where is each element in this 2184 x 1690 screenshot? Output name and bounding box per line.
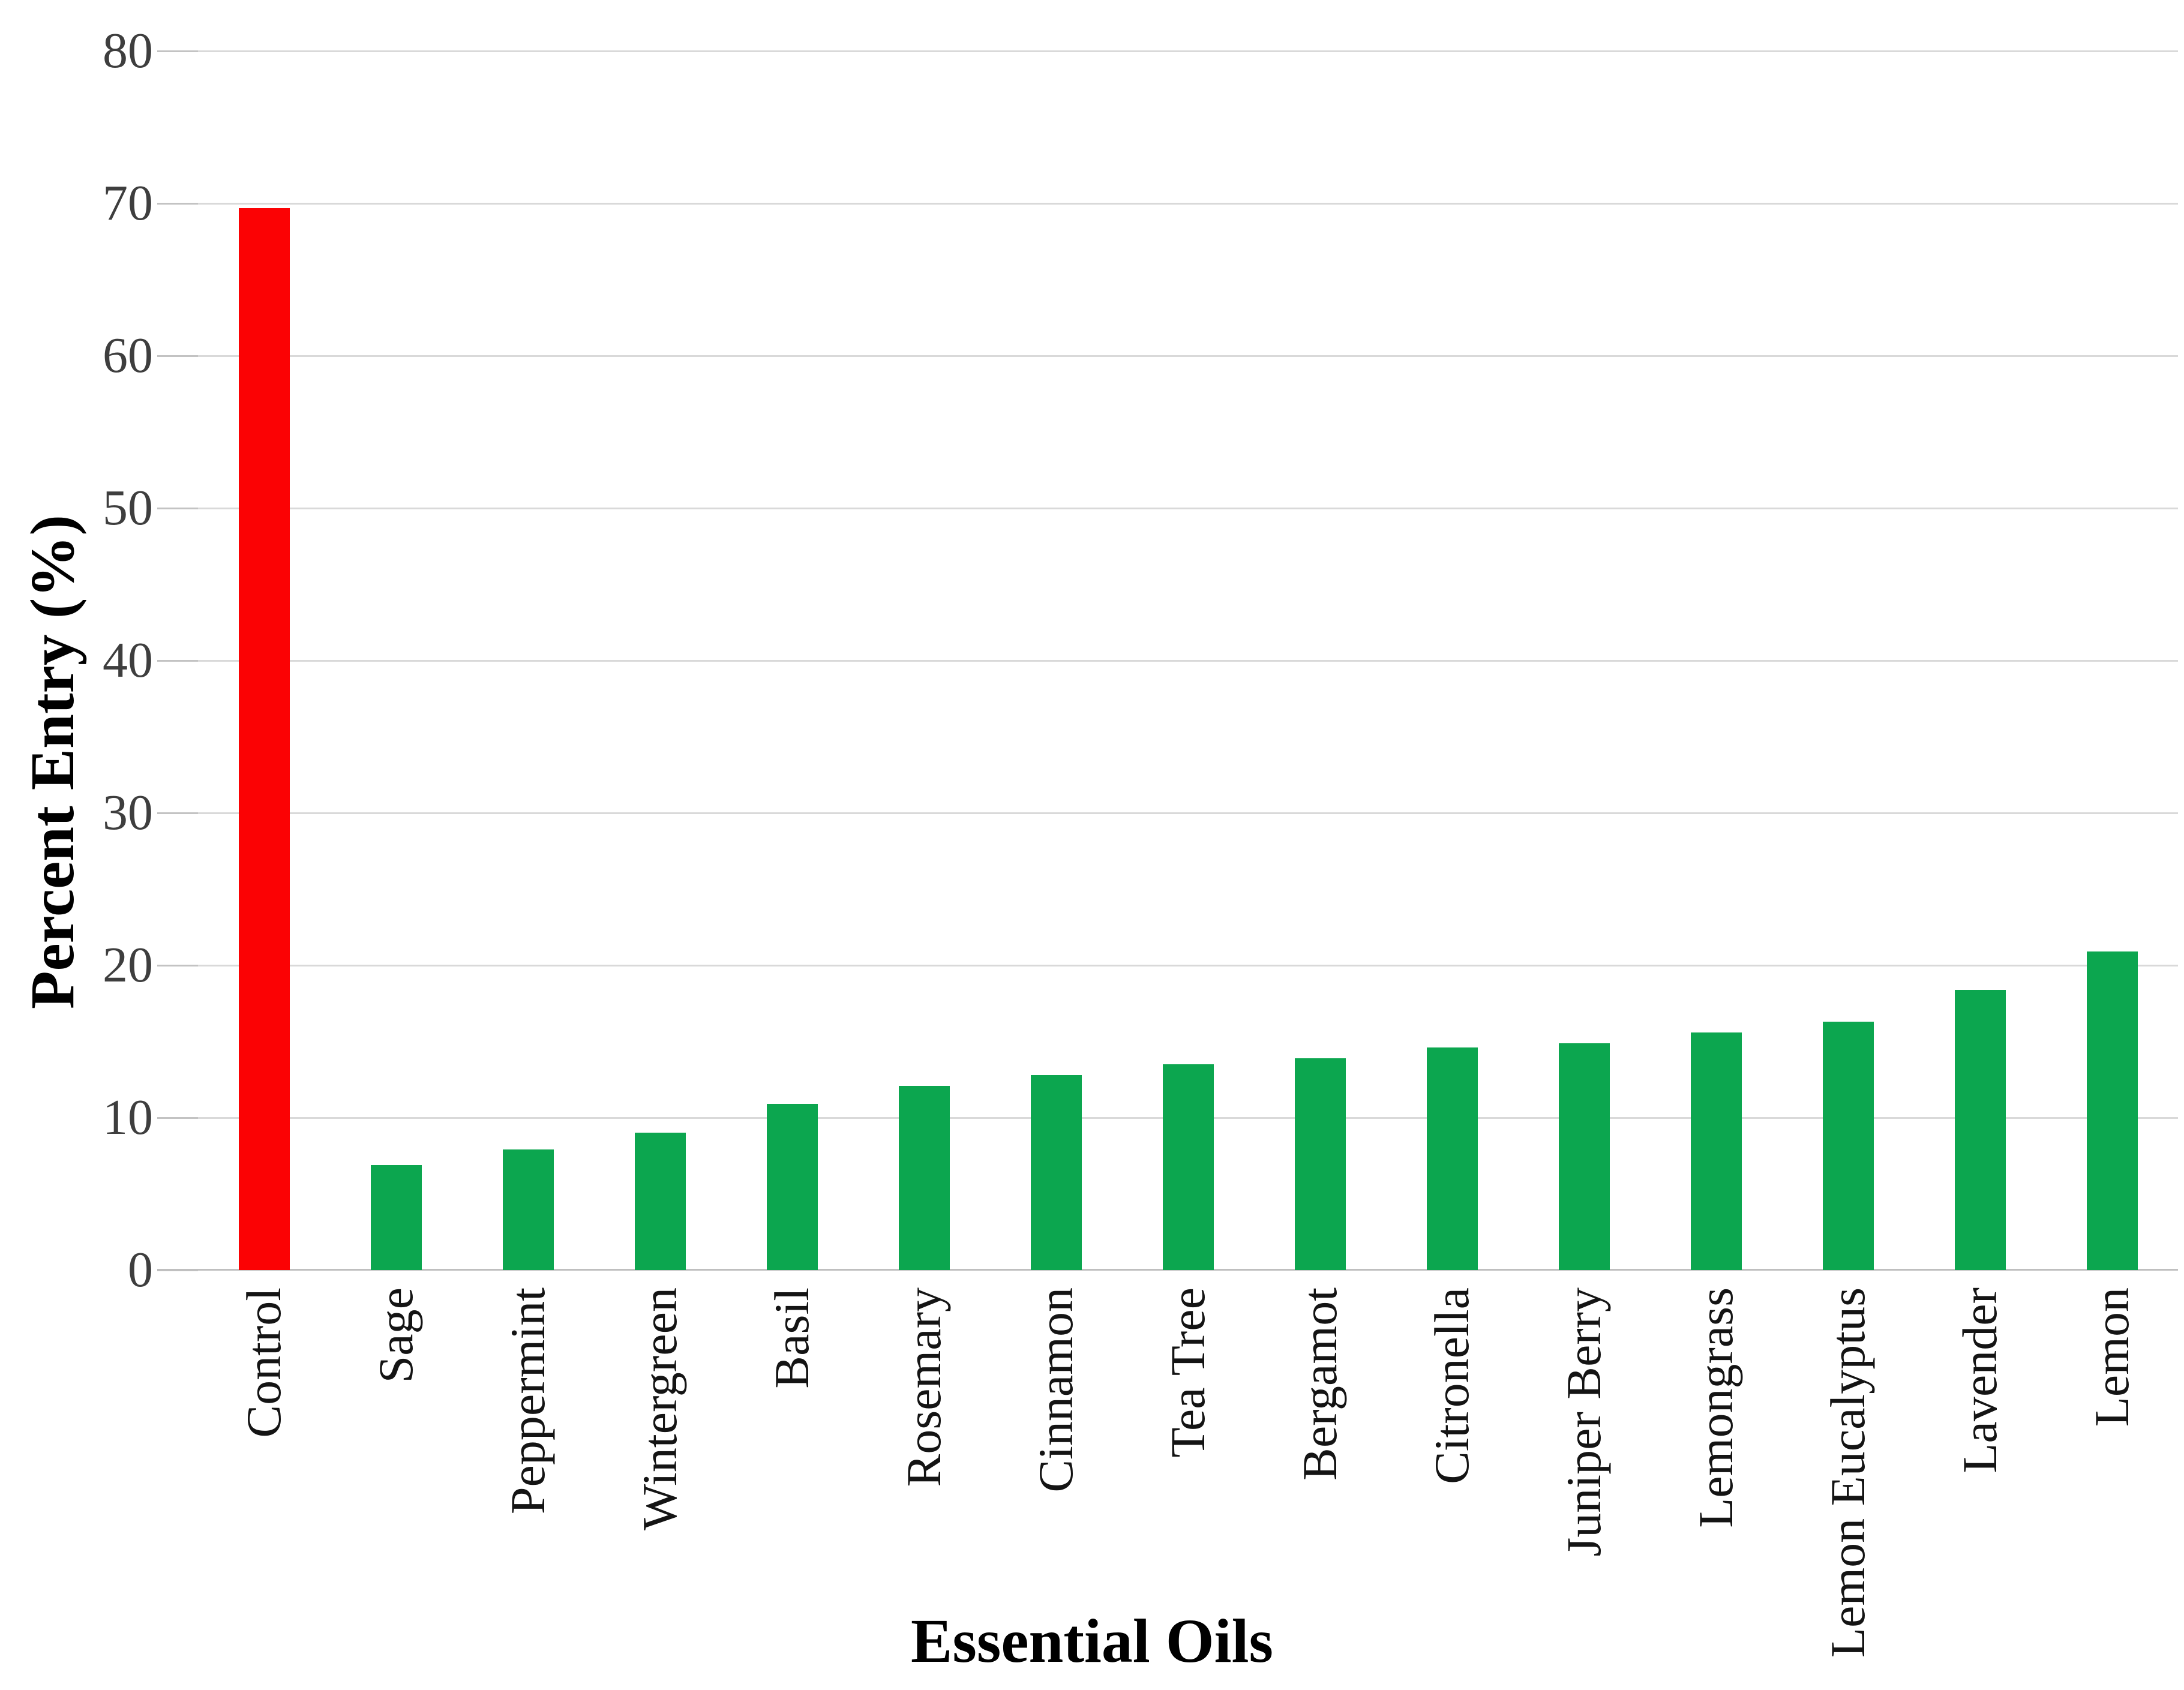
- bar-rosemary: [898, 1085, 950, 1270]
- bar-peppermint: [502, 1149, 554, 1270]
- plot-area: 0 10 20 30 40 50 60 70 80: [103, 23, 2178, 1298]
- x-label-cell-tea-tree: Tea Tree: [1122, 1287, 1254, 1457]
- x-label-cell-bergamot: Bergamot: [1254, 1287, 1386, 1481]
- y-tick-label-30: 30: [103, 785, 153, 841]
- gridline-20: [198, 964, 2178, 966]
- x-axis-labels: Control Sage Peppermint Wintergreen Basil Ros…: [198, 1287, 2178, 1683]
- x-label-lemon: Lemon: [2084, 1287, 2139, 1427]
- x-label-cell-wintergreen: Wintergreen: [594, 1287, 726, 1530]
- y-tick-mark-60: [157, 355, 198, 357]
- bar-wintergreen: [634, 1133, 686, 1270]
- y-tick-label-70: 70: [103, 175, 153, 231]
- gridline-70: [198, 202, 2178, 205]
- x-label-cell-lavender: Lavender: [1914, 1287, 2046, 1473]
- x-label-cell-juniper-berry: Juniper Berry: [1518, 1287, 1650, 1557]
- x-label-basil: Basil: [764, 1287, 819, 1389]
- gridline-80: [198, 50, 2178, 52]
- y-tick-label-10: 10: [103, 1089, 153, 1145]
- y-tick-mark-10: [157, 1116, 198, 1119]
- bar-sage: [370, 1164, 422, 1270]
- x-label-juniper-berry: Juniper Berry: [1556, 1287, 1611, 1557]
- bar-lavender: [1954, 989, 2006, 1270]
- bar-juniper-berry: [1558, 1043, 1610, 1270]
- y-tick-label-60: 60: [103, 328, 153, 383]
- bar-citronella: [1426, 1047, 1478, 1270]
- x-label-tea-tree: Tea Tree: [1160, 1287, 1215, 1458]
- x-label-cell-sage: Sage: [330, 1287, 462, 1383]
- bar-lemongrass: [1690, 1032, 1742, 1270]
- y-tick-mark-20: [157, 964, 198, 966]
- bar-lemon: [2086, 951, 2138, 1270]
- y-tick-label-0: 0: [128, 1242, 153, 1298]
- x-label-cell-rosemary: Rosemary: [858, 1287, 990, 1487]
- x-label-control: Control: [236, 1287, 291, 1438]
- x-label-cell-lemongrass: Lemongrass: [1650, 1287, 1782, 1528]
- x-label-cell-control: Control: [198, 1287, 330, 1438]
- x-label-peppermint: Peppermint: [500, 1287, 555, 1515]
- bar-cinnamon: [1030, 1074, 1082, 1270]
- x-label-cell-peppermint: Peppermint: [462, 1287, 594, 1514]
- y-tick-mark-80: [157, 50, 198, 52]
- y-tick-label-20: 20: [103, 937, 153, 993]
- x-label-cell-lemon-eucalyptus: Lemon Eucalyptus: [1782, 1287, 1914, 1658]
- bar-bergamot: [1294, 1058, 1346, 1270]
- x-label-wintergreen: Wintergreen: [632, 1287, 687, 1530]
- gridline-60: [198, 355, 2178, 357]
- x-label-lavender: Lavender: [1952, 1287, 2007, 1473]
- y-tick-mark-50: [157, 507, 198, 509]
- bar-tea-tree: [1162, 1064, 1214, 1270]
- x-label-rosemary: Rosemary: [896, 1287, 951, 1487]
- y-tick-label-50: 50: [103, 480, 153, 536]
- gridline-40: [198, 659, 2178, 662]
- x-label-lemon-eucalyptus: Lemon Eucalyptus: [1820, 1287, 1875, 1658]
- x-label-bergamot: Bergamot: [1292, 1287, 1347, 1481]
- y-tick-label-40: 40: [103, 632, 153, 688]
- x-label-cell-cinnamon: Cinnamon: [990, 1287, 1122, 1493]
- bar-control: [238, 208, 290, 1270]
- x-label-cell-citronella: Citronella: [1386, 1287, 1518, 1484]
- x-axis-title: Essential Oils: [911, 1607, 1273, 1676]
- y-tick-mark-70: [157, 202, 198, 205]
- gridline-30: [198, 812, 2178, 814]
- x-label-sage: Sage: [368, 1287, 423, 1383]
- bar-basil: [766, 1104, 818, 1270]
- gridline-50: [198, 507, 2178, 509]
- x-label-cinnamon: Cinnamon: [1028, 1287, 1083, 1493]
- x-label-cell-basil: Basil: [726, 1287, 858, 1389]
- x-label-cell-lemon: Lemon: [2046, 1287, 2178, 1427]
- bar-lemon-eucalyptus: [1822, 1021, 1874, 1270]
- x-label-citronella: Citronella: [1424, 1287, 1479, 1484]
- x-label-lemongrass: Lemongrass: [1688, 1287, 1743, 1528]
- y-tick-label-80: 80: [103, 23, 153, 79]
- y-tick-mark-40: [157, 659, 198, 662]
- y-tick-mark-30: [157, 812, 198, 814]
